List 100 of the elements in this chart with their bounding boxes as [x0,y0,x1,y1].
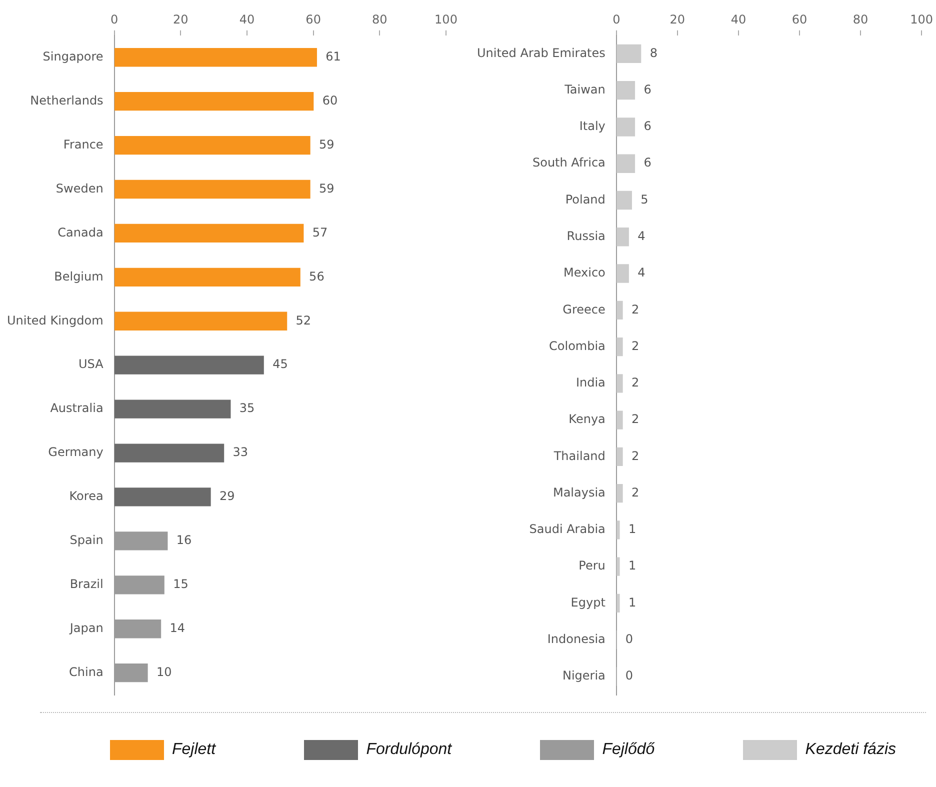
bar [616,557,620,576]
y-tick-label: Japan [68,620,104,635]
bar [616,447,623,466]
bar [616,520,620,540]
y-tick-label: Kenya [568,412,606,426]
x-tick-label: 100 [434,12,458,26]
x-tick-label: 40 [239,12,255,26]
data-label: 2 [632,376,640,390]
data-label: 1 [628,522,636,536]
bar [616,154,636,173]
y-tick-label: Egypt [570,595,606,610]
bar [114,224,304,243]
bar [114,312,288,330]
x-tick-label: 0 [110,12,118,26]
data-label: 16 [176,533,192,548]
data-label: 29 [220,489,235,504]
y-tick-label: Greece [562,302,606,316]
data-label: 60 [322,93,338,108]
bar [114,356,264,374]
data-label: 61 [326,50,341,64]
bar [616,190,632,210]
legend-label: Fejlett [172,741,216,759]
data-label: 33 [232,445,248,460]
bar [616,264,629,283]
y-tick-label: India [576,376,606,390]
data-label: 6 [644,82,652,96]
y-tick-label: United Arab Emirates [476,46,606,60]
data-label: 2 [632,338,640,353]
y-tick-label: Colombia [549,338,606,353]
y-tick-label: Korea [69,489,104,504]
y-tick-label: Indonesia [547,632,606,646]
y-tick-label: Spain [70,533,104,548]
data-label: 5 [640,192,648,206]
x-tick-label: 60 [306,12,321,26]
bar [616,337,623,356]
legend-label: Fejlődő [602,741,655,759]
y-tick-label: Italy [579,119,606,134]
y-tick-label: United Kingdom [6,313,104,328]
y-tick-label: Australia [50,401,104,416]
bar [616,228,629,246]
y-tick-label: Malaysia [552,485,606,500]
y-tick-label: South Africa [532,156,606,170]
data-label: 56 [309,269,324,284]
bar [616,44,642,64]
data-label: 4 [638,229,646,244]
y-tick-label: Netherlands [30,93,104,108]
legend-label: Kezdeti fázis [805,741,896,759]
data-label: 8 [650,46,658,60]
bar [114,180,310,199]
data-label: 6 [644,156,652,170]
y-tick-label: Taiwan [564,82,606,96]
bar [616,374,623,393]
data-label: 59 [319,181,334,196]
y-tick-label: Brazil [70,577,104,592]
bar [616,484,623,503]
data-label: 15 [173,577,188,592]
x-tick-label: 60 [792,12,808,26]
y-tick-label: Peru [578,558,606,573]
data-label: 2 [632,485,640,500]
data-label: 2 [632,302,640,316]
bar [616,118,636,136]
bar [114,92,314,111]
x-tick-label: 80 [372,12,388,26]
data-label: 2 [632,448,640,463]
data-label: 35 [239,401,255,416]
bar [616,594,620,613]
bar [114,48,317,67]
bar [114,136,310,155]
x-tick-label: 40 [730,12,746,26]
bar [616,410,623,430]
bar [616,300,623,320]
y-tick-label: France [63,137,104,152]
data-label: 6 [644,119,652,134]
y-tick-label: Mexico [563,266,606,280]
y-tick-label: Nigeria [562,668,606,683]
data-label: 45 [272,357,288,372]
bar [616,81,636,100]
data-label: 57 [312,225,328,240]
data-label: 14 [170,620,186,635]
x-tick-label: 80 [852,12,868,26]
x-tick-label: 20 [670,12,686,26]
y-tick-label: Belgium [54,269,104,284]
y-tick-label: USA [78,357,104,372]
data-label: 0 [625,632,634,646]
x-tick-label: 0 [612,12,620,26]
bar [114,488,211,506]
x-tick-label: 100 [910,12,933,26]
data-label: 59 [319,137,334,152]
y-tick-label: Sweden [56,181,104,196]
y-tick-label: Thailand [552,448,606,463]
y-tick-label: China [69,664,104,679]
x-tick-label: 20 [173,12,188,26]
y-tick-label: Saudi Arabia [529,522,606,536]
data-label: 1 [628,595,636,610]
y-tick-label: Germany [48,445,104,460]
data-label: 1 [628,558,636,573]
y-tick-label: Poland [565,192,606,206]
bar [114,268,300,287]
y-tick-label: Canada [58,225,104,240]
data-label: 10 [156,664,172,679]
